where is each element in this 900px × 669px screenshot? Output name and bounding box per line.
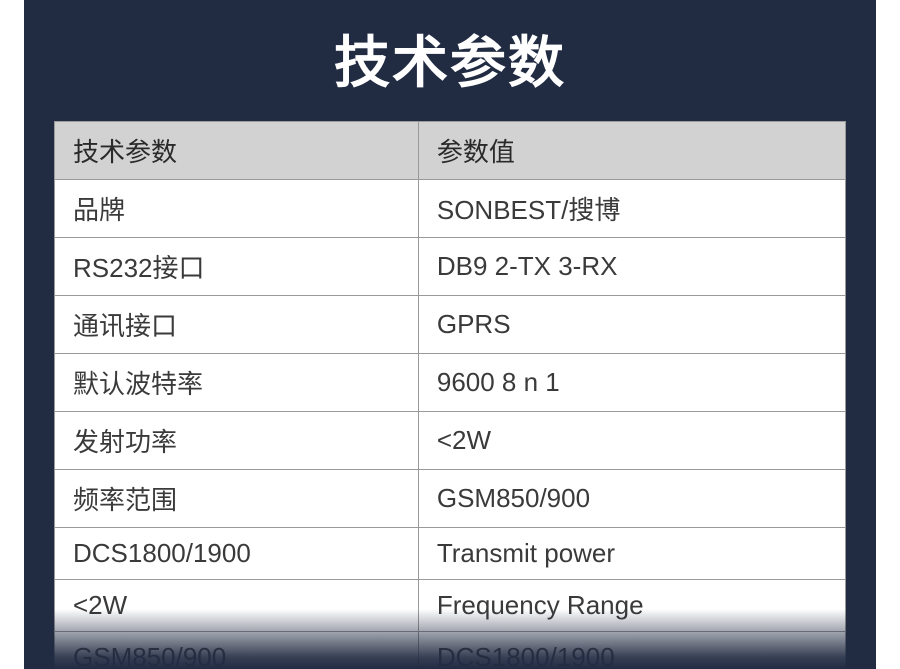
cell-value: DB9 2-TX 3-RX	[418, 238, 845, 296]
cell-value: DCS1800/1900	[418, 632, 845, 669]
cell-param: DCS1800/1900	[55, 528, 419, 580]
table-row: 默认波特率 9600 8 n 1	[55, 354, 846, 412]
cell-value: Frequency Range	[418, 580, 845, 632]
spec-panel: 技术参数 技术参数 参数值 品牌 SONBEST/搜博 RS232接口	[24, 0, 876, 669]
cell-param: 发射功率	[55, 412, 419, 470]
header-cell-value: 参数值	[418, 122, 845, 180]
table-row: GSM850/900 DCS1800/1900	[55, 632, 846, 669]
cell-value: SONBEST/搜博	[418, 180, 845, 238]
table-row: 频率范围 GSM850/900	[55, 470, 846, 528]
spec-table-wrap: 技术参数 参数值 品牌 SONBEST/搜博 RS232接口 DB9 2-TX …	[54, 121, 846, 669]
cell-param: 默认波特率	[55, 354, 419, 412]
page-title: 技术参数	[24, 18, 876, 99]
cell-value: Transmit power	[418, 528, 845, 580]
cell-value: GSM850/900	[418, 470, 845, 528]
title-bar: 技术参数	[24, 0, 876, 121]
cell-param: GSM850/900	[55, 632, 419, 669]
cell-param: 频率范围	[55, 470, 419, 528]
table-row: 品牌 SONBEST/搜博	[55, 180, 846, 238]
table-row: <2W Frequency Range	[55, 580, 846, 632]
table-row: 通讯接口 GPRS	[55, 296, 846, 354]
header-cell-param: 技术参数	[55, 122, 419, 180]
cell-param: <2W	[55, 580, 419, 632]
cell-param: 通讯接口	[55, 296, 419, 354]
cell-param: RS232接口	[55, 238, 419, 296]
cell-value: GPRS	[418, 296, 845, 354]
table-row: RS232接口 DB9 2-TX 3-RX	[55, 238, 846, 296]
cell-param: 品牌	[55, 180, 419, 238]
spec-table: 技术参数 参数值 品牌 SONBEST/搜博 RS232接口 DB9 2-TX …	[54, 121, 846, 669]
cell-value: <2W	[418, 412, 845, 470]
table-header-row: 技术参数 参数值	[55, 122, 846, 180]
table-row: 发射功率 <2W	[55, 412, 846, 470]
table-row: DCS1800/1900 Transmit power	[55, 528, 846, 580]
cell-value: 9600 8 n 1	[418, 354, 845, 412]
